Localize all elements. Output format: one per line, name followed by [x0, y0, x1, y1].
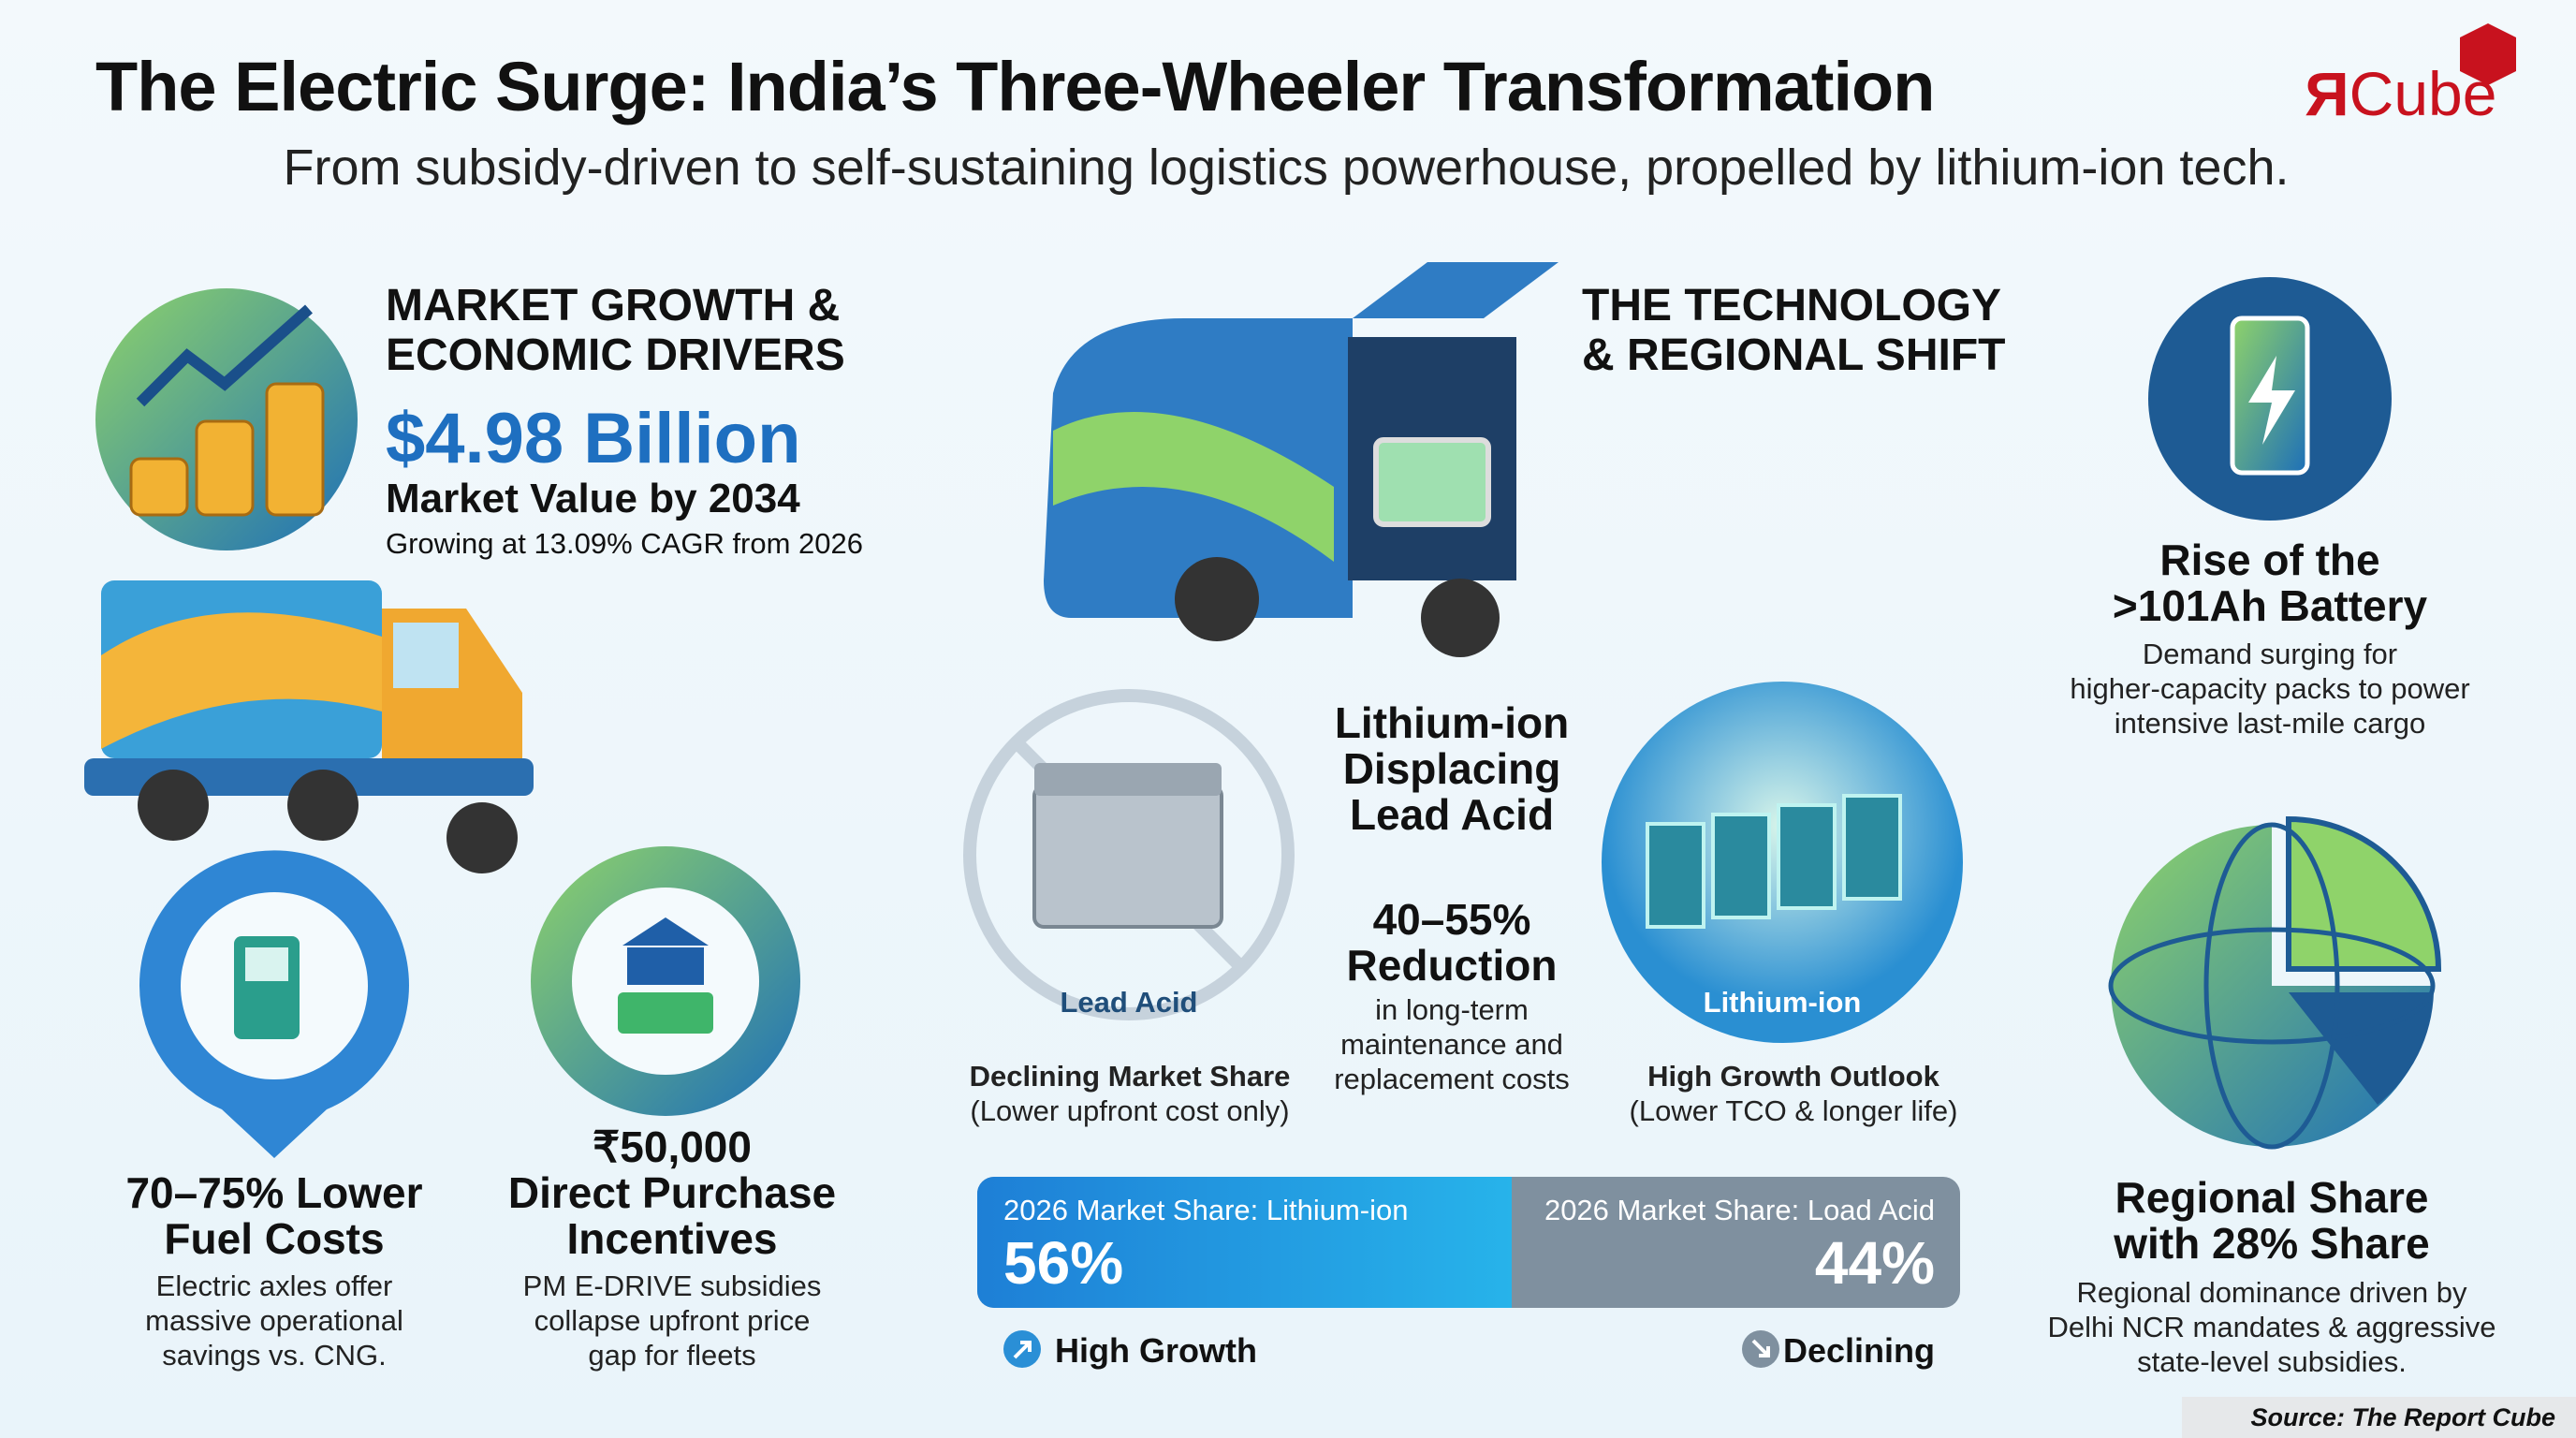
technology-heading: THE TECHNOLOGY & REGIONAL SHIFT — [1582, 281, 2005, 380]
description-line: Electric axles offer — [155, 1269, 393, 1302]
regional-description: Regional dominance driven by Delhi NCR m… — [2048, 1275, 2496, 1379]
logo-mark: R — [2305, 59, 2349, 128]
status: High Growth Outlook — [1647, 1060, 1939, 1093]
title-line: Incentives — [566, 1214, 778, 1263]
comparison-stat: 40–55% Reduction — [1347, 897, 1558, 989]
description-line: Demand surging for — [2142, 638, 2398, 670]
lead-acid-label: Lead Acid — [1060, 986, 1198, 1019]
title-line: Lithium-ion — [1334, 698, 1570, 747]
heading-line: MARKET GROWTH & — [386, 281, 841, 330]
subtitle: From subsidy-driven to self-sustaining l… — [283, 139, 2290, 196]
share-value-lithium-ion: 56% — [1003, 1229, 1124, 1297]
share-value-lead-acid: 44% — [1814, 1229, 1935, 1297]
high-growth-label: High Growth — [1055, 1331, 1257, 1370]
logo-cube — [2460, 23, 2516, 85]
lead-acid-text: Declining Market Share (Lower upfront co… — [970, 1059, 1291, 1128]
description-line: in long-term — [1375, 993, 1529, 1026]
comparison-title: Lithium-ion Displacing Lead Acid — [1335, 700, 1569, 838]
market-heading: MARKET GROWTH & ECONOMIC DRIVERS — [386, 281, 845, 380]
battery-title: Rise of the >101Ah Battery — [2113, 537, 2427, 629]
incentive-description: PM E-DRIVE subsidies collapse upfront pr… — [523, 1269, 822, 1372]
coins — [129, 382, 325, 517]
source: Source: The Report Cube — [2182, 1397, 2576, 1438]
lead-acid-ring — [963, 689, 1295, 1020]
title-line: Regional Share — [2115, 1173, 2429, 1222]
title-line: Lead Acid — [1349, 790, 1555, 839]
market-label: Market Value by 2034 — [386, 476, 800, 521]
lithium-ion-pack — [1646, 794, 1902, 929]
description-line: massive operational — [145, 1304, 403, 1337]
share-bar-lithium-ion — [977, 1177, 1512, 1308]
regional-globe — [2108, 815, 2442, 1150]
growth-arrow — [136, 304, 313, 407]
fuel-title: 70–75% Lower Fuel Costs — [125, 1170, 422, 1262]
incentive-title: ₹50,000 Direct Purchase Incentives — [508, 1124, 836, 1262]
electric-van — [1044, 262, 1559, 657]
share-label-lead-acid: 2026 Market Share: Load Acid — [1544, 1194, 1935, 1226]
market-value: $4.98 Billion — [386, 399, 801, 478]
battery-description: Demand surging for higher-capacity packs… — [2070, 637, 2469, 741]
description-line: maintenance and — [1340, 1028, 1563, 1061]
title-line: 70–75% Lower — [125, 1168, 423, 1217]
comparison-description: in long-term maintenance and replacement… — [1334, 992, 1570, 1096]
note: (Lower upfront cost only) — [970, 1094, 1290, 1127]
description-line: state-level subsidies. — [2137, 1345, 2407, 1378]
description-line: gap for fleets — [588, 1339, 756, 1372]
description-line: Regional dominance driven by — [2076, 1276, 2467, 1309]
title-line: Rise of the — [2159, 536, 2380, 584]
description-line: collapse upfront price — [534, 1304, 811, 1337]
stat-line: Reduction — [1346, 941, 1558, 990]
market-note: Growing at 13.09% CAGR from 2026 — [386, 527, 864, 560]
regional-title: Regional Share with 28% Share — [2114, 1175, 2429, 1267]
title-line: >101Ah Battery — [2112, 581, 2428, 630]
logo: RCube — [2305, 58, 2496, 129]
status: Declining Market Share — [969, 1060, 1291, 1093]
title-line: ₹50,000 — [593, 1123, 752, 1171]
description-line: PM E-DRIVE subsidies — [522, 1269, 822, 1302]
declining-label: Declining — [1782, 1331, 1935, 1370]
title-line: Fuel Costs — [164, 1214, 385, 1263]
cargo-truck — [84, 580, 534, 873]
fuel-description: Electric axles offer massive operational… — [145, 1269, 403, 1372]
lithium-ion-label: Lithium-ion — [1703, 986, 1862, 1019]
heading-line: & REGIONAL SHIFT — [1582, 330, 2006, 380]
heading-line: THE TECHNOLOGY — [1582, 281, 2002, 330]
description-line: higher-capacity packs to power — [2070, 672, 2470, 705]
title-line: Displacing — [1342, 744, 1561, 793]
title: The Electric Surge: India’s Three-Wheele… — [95, 48, 1935, 125]
title-line: Direct Purchase — [507, 1168, 837, 1217]
description-line: savings vs. CNG. — [162, 1339, 387, 1372]
heading-line: ECONOMIC DRIVERS — [386, 330, 845, 380]
stat-line: 40–55% — [1372, 895, 1531, 944]
description-line: intensive last-mile cargo — [2114, 707, 2426, 740]
logo-text: Cube — [2349, 59, 2497, 128]
lead-acid-battery — [1032, 785, 1223, 929]
note: (Lower TCO & longer life) — [1629, 1094, 1958, 1127]
title-line: with 28% Share — [2114, 1219, 2430, 1268]
description-line: Delhi NCR mandates & aggressive — [2047, 1311, 2496, 1343]
description-line: replacement costs — [1334, 1063, 1570, 1095]
lithium-ion-text: High Growth Outlook (Lower TCO & longer … — [1630, 1059, 1958, 1128]
share-label-lithium-ion: 2026 Market Share: Lithium-ion — [1003, 1194, 1409, 1226]
